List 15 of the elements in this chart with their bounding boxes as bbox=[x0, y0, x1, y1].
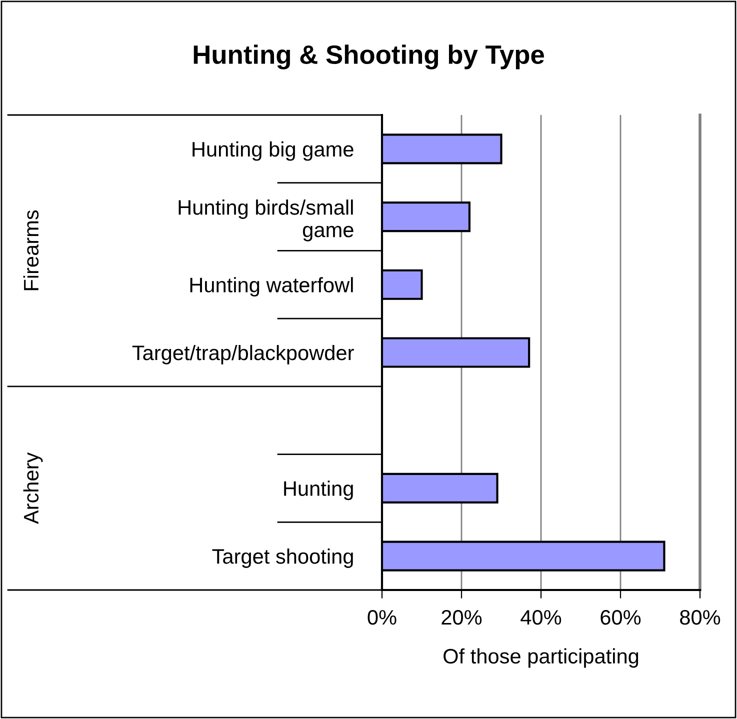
x-tick-label: 0% bbox=[368, 610, 396, 625]
x-tick-label: 20% bbox=[442, 610, 482, 625]
text: Firearms bbox=[23, 210, 39, 290]
y-tick-label: Target/trap/blackpowder bbox=[132, 344, 354, 364]
text: Archery bbox=[23, 452, 43, 524]
x-tick-label: 40% bbox=[520, 610, 562, 625]
y-tick-label: Hunting waterfowl bbox=[190, 277, 353, 297]
x-tick-label: 60% bbox=[600, 610, 641, 625]
x-axis-title: Of those participating bbox=[444, 648, 638, 668]
chart-title: Hunting & Shooting by Type bbox=[194, 44, 544, 70]
y-tick-label: Target shooting bbox=[212, 548, 353, 568]
y-tick-label: Hunting bbox=[284, 480, 353, 500]
x-tick-label: 80% bbox=[680, 610, 720, 625]
y-tick-label: Hunting birds/small game bbox=[178, 200, 354, 242]
y-tick-label: Hunting big game bbox=[192, 141, 354, 161]
